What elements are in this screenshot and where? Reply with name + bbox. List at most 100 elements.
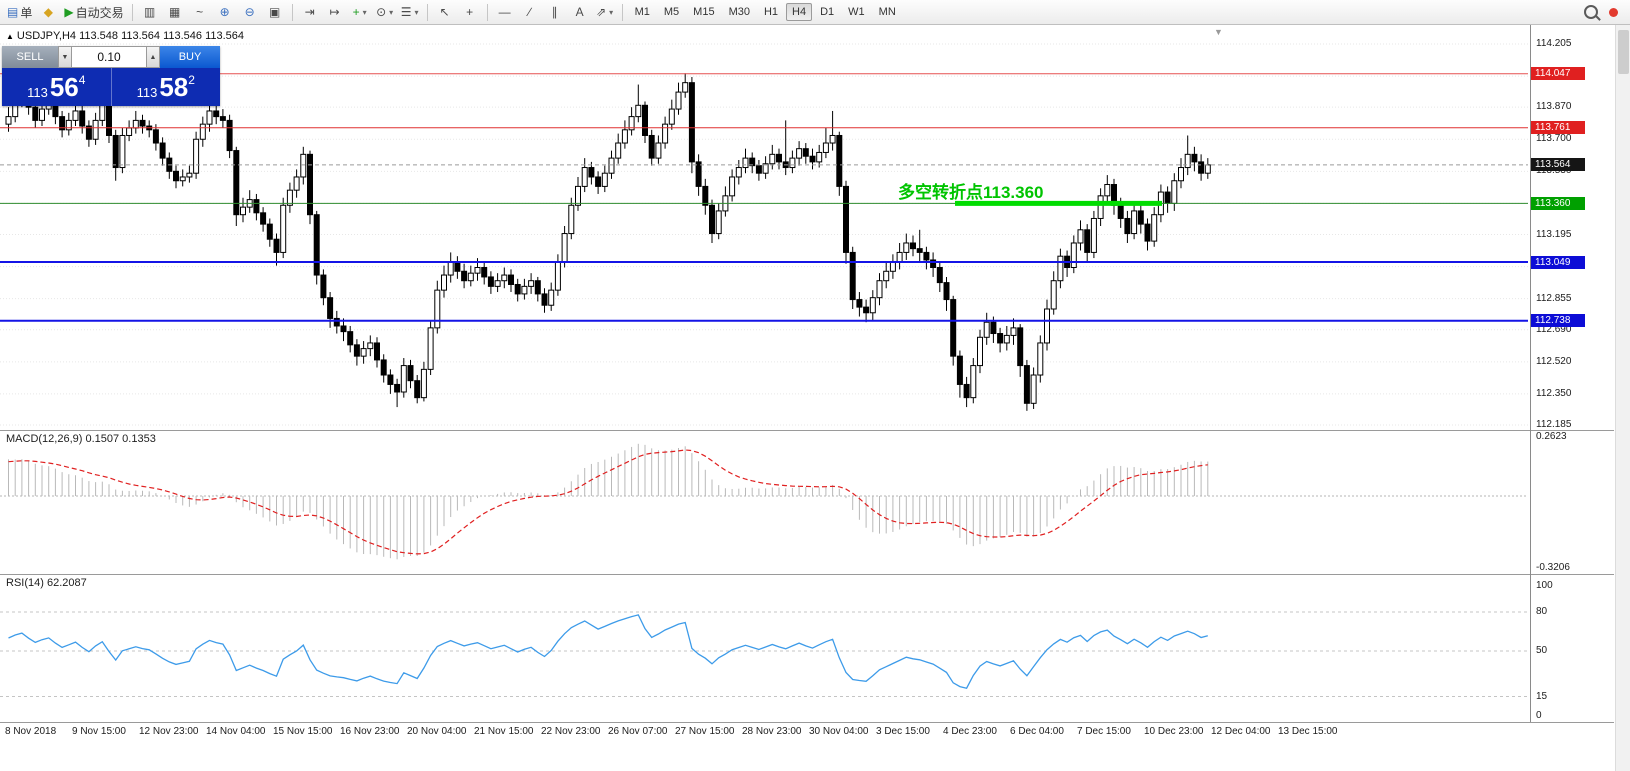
chevron-down-icon: ▾ bbox=[609, 7, 614, 17]
lot-size-input[interactable]: 0.10 bbox=[72, 46, 146, 68]
time-axis-label: 28 Nov 23:00 bbox=[742, 726, 802, 737]
price-axis-label: 112.855 bbox=[1536, 292, 1572, 304]
price-axis-label: 113.195 bbox=[1536, 228, 1572, 240]
chart-candles-button[interactable]: ▦ bbox=[163, 2, 187, 22]
templates-button[interactable]: ☰ ▾ bbox=[398, 2, 422, 22]
chart-shift-button[interactable]: ↦ bbox=[323, 2, 347, 22]
time-axis-label: 3 Dec 15:00 bbox=[876, 726, 930, 737]
symbol-header: ▲ USDJPY,H4 113.548 113.564 113.546 113.5… bbox=[6, 30, 244, 42]
chart-candles-icon: ▦ bbox=[168, 5, 181, 19]
trendline-tool-button[interactable]: ∕ bbox=[518, 2, 542, 22]
buy-price-display[interactable]: 113 58 2 bbox=[112, 68, 221, 106]
macd-axis-label: 0.2623 bbox=[1536, 431, 1567, 442]
timeframe-m15-button[interactable]: M15 bbox=[693, 6, 715, 18]
price-badge: 113.360 bbox=[1531, 196, 1585, 210]
chart-line-button[interactable]: ~ bbox=[188, 2, 212, 22]
timeframe-d1-button[interactable]: D1 bbox=[820, 6, 835, 18]
time-axis-label: 20 Nov 04:00 bbox=[407, 726, 467, 737]
chart-shift-marker-icon: ▼ bbox=[1214, 27, 1223, 37]
hline-icon: — bbox=[498, 5, 511, 19]
timeframe-m30-button[interactable]: M30 bbox=[728, 6, 750, 18]
time-axis-label: 16 Nov 23:00 bbox=[340, 726, 400, 737]
crosshair-icon: + bbox=[466, 5, 474, 19]
price-axis-label: 113.870 bbox=[1536, 101, 1572, 113]
auto-scroll-button[interactable]: ⇥ bbox=[298, 2, 322, 22]
rsi-axis-label: 100 bbox=[1536, 580, 1553, 591]
auto-scroll-icon: ⇥ bbox=[304, 5, 315, 19]
price-chart[interactable] bbox=[0, 26, 1530, 430]
channel-icon: ∥ bbox=[551, 5, 558, 19]
sell-price-sup: 4 bbox=[78, 73, 86, 87]
arrow-tool-icon: ⇗ bbox=[596, 5, 607, 19]
autotrading-play-icon: ▶ bbox=[64, 5, 74, 19]
alert-dot bbox=[1609, 7, 1618, 17]
arrows-tool-button[interactable]: ⇗ ▾ bbox=[593, 2, 617, 22]
lot-decrease-button[interactable]: ▼ bbox=[58, 46, 72, 68]
crosshair-button[interactable]: + bbox=[458, 2, 482, 22]
sell-price-display[interactable]: 113 56 4 bbox=[2, 68, 112, 106]
time-axis-label: 7 Dec 15:00 bbox=[1077, 726, 1131, 737]
time-axis-label: 10 Dec 23:00 bbox=[1144, 726, 1204, 737]
sell-price-main: 113 bbox=[27, 85, 48, 100]
chart-bars-button[interactable]: ▥ bbox=[138, 2, 162, 22]
rsi-panel[interactable] bbox=[0, 575, 1530, 722]
hline-tool-button[interactable]: — bbox=[493, 2, 517, 22]
rsi-axis-label: 0 bbox=[1536, 710, 1542, 721]
timeframe-w1-button[interactable]: W1 bbox=[848, 6, 865, 18]
cursor-button[interactable]: ↖ bbox=[433, 2, 457, 22]
tile-windows-button[interactable]: ▣ bbox=[263, 2, 287, 22]
channel-tool-button[interactable]: ∥ bbox=[543, 2, 567, 22]
toolbar-separator bbox=[486, 3, 488, 21]
time-axis-label: 15 Nov 15:00 bbox=[273, 726, 333, 737]
timeframe-m1-button[interactable]: M1 bbox=[634, 6, 650, 18]
panel-separator[interactable] bbox=[0, 722, 1614, 723]
panel-separator[interactable] bbox=[0, 574, 1614, 575]
time-axis-label: 26 Nov 07:00 bbox=[608, 726, 668, 737]
time-axis-label: 8 Nov 2018 bbox=[5, 726, 57, 737]
timeframe-h4-button[interactable]: H4 bbox=[786, 3, 813, 21]
collapse-triangle-icon[interactable]: ▲ bbox=[6, 32, 14, 41]
price-axis-label: 112.350 bbox=[1536, 387, 1572, 399]
macd-panel[interactable] bbox=[0, 431, 1530, 574]
autotrading-button[interactable]: ▶ 自动交易 bbox=[61, 2, 126, 22]
new-order-label: 单 bbox=[20, 5, 33, 20]
macd-label: MACD(12,26,9) 0.1507 0.1353 bbox=[6, 433, 156, 445]
timeframe-m5-button[interactable]: M5 bbox=[663, 6, 680, 18]
price-badge: 114.047 bbox=[1531, 67, 1585, 81]
price-axis-label: 112.185 bbox=[1536, 419, 1572, 430]
text-icon: A bbox=[575, 5, 584, 19]
buy-button[interactable]: BUY bbox=[160, 46, 220, 68]
chart-bars-icon: ▥ bbox=[143, 5, 156, 19]
timeframe-mn-button[interactable]: MN bbox=[878, 6, 896, 18]
sell-button[interactable]: SELL bbox=[2, 46, 58, 68]
zoom-in-button[interactable]: ⊕ bbox=[213, 2, 237, 22]
panel-separator[interactable] bbox=[0, 430, 1614, 431]
pivot-annotation: 多空转折点113.360 bbox=[898, 183, 1044, 202]
sell-price-big: 56 bbox=[49, 72, 79, 102]
price-axis-label: 113.700 bbox=[1536, 133, 1572, 145]
chart-shift-icon: ↦ bbox=[329, 5, 340, 19]
new-order-button[interactable]: ▤ 单 bbox=[4, 2, 35, 22]
vertical-scrollbar[interactable] bbox=[1615, 25, 1630, 771]
search-icon[interactable] bbox=[1584, 5, 1598, 19]
symbol-ohlc-text: USDJPY,H4 113.548 113.564 113.546 113.56… bbox=[16, 30, 245, 42]
text-tool-button[interactable]: A bbox=[568, 2, 592, 22]
lot-increase-button[interactable]: ▲ bbox=[146, 46, 160, 68]
zoom-out-button[interactable]: ⊖ bbox=[238, 2, 262, 22]
buy-price-big: 58 bbox=[159, 72, 189, 102]
timeframe-h1-button[interactable]: H1 bbox=[763, 6, 779, 18]
rsi-axis-label: 15 bbox=[1536, 690, 1548, 702]
scrollbar-thumb[interactable] bbox=[1618, 30, 1629, 74]
metaeditor-button[interactable]: ◆ bbox=[36, 2, 60, 22]
periods-button[interactable]: ⊙ ▾ bbox=[373, 2, 397, 22]
cursor-icon: ↖ bbox=[439, 5, 450, 19]
time-axis-label: 4 Dec 23:00 bbox=[943, 726, 997, 737]
tile-windows-icon: ▣ bbox=[268, 5, 281, 19]
chevron-down-icon: ▾ bbox=[414, 7, 419, 17]
time-axis-label: 27 Nov 15:00 bbox=[675, 726, 735, 737]
time-axis-label: 9 Nov 15:00 bbox=[72, 726, 126, 737]
rsi-axis-label: 50 bbox=[1536, 645, 1548, 656]
trendline-icon: ∕ bbox=[528, 5, 531, 19]
time-axis-label: 13 Dec 15:00 bbox=[1278, 726, 1338, 737]
indicators-button[interactable]: + ▾ bbox=[348, 2, 372, 22]
